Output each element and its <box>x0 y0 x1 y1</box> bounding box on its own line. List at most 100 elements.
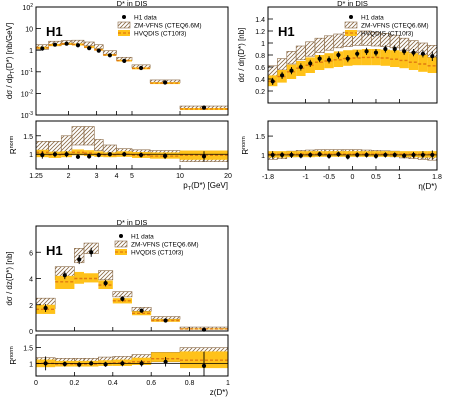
ratio-data-point <box>345 154 350 159</box>
ratio-data-point <box>373 153 379 159</box>
data-point <box>308 61 313 66</box>
y-tick-label: 1.2 <box>255 29 265 36</box>
x-tick-label: 4 <box>115 173 119 180</box>
y-axis-label: dσ / dpT(D*) [nb/GeV] <box>5 23 16 99</box>
x-tick-label: 10 <box>176 173 184 180</box>
legend-data-label: H1 data <box>134 15 157 22</box>
x-tick-label: 20 <box>224 173 232 180</box>
hvqdis-band <box>361 49 372 66</box>
ratio-axis-label-sup: norm <box>241 136 247 149</box>
data-point <box>355 51 360 56</box>
ratio-data-point <box>355 152 360 158</box>
y-tick-exp: -3 <box>29 111 34 117</box>
x-tick-label: 5 <box>130 173 134 180</box>
hvqdis-band <box>314 55 325 70</box>
ratio-plot-frame <box>35 334 229 377</box>
experiment-label: H1 <box>46 24 63 39</box>
ratio-data-point <box>392 152 397 158</box>
y-tick-label: 4 <box>29 277 33 284</box>
y-tick-exp: -1 <box>29 68 34 74</box>
ratio-axis-label-main: R <box>9 359 18 365</box>
y-tick-label: 0.2 <box>255 89 265 96</box>
ratio-zm-vfns-band <box>60 135 73 153</box>
ratio-y-tick-label: 1.5 <box>23 346 33 353</box>
x-axis-label-main: p <box>183 181 188 190</box>
y-axis-label: dσ / dη(D*) [nb] <box>237 28 246 83</box>
ratio-data-point <box>43 361 48 366</box>
data-point <box>430 54 435 59</box>
data-point <box>40 46 45 51</box>
chart-title: D* in DIS <box>337 0 368 8</box>
ratio-data-point <box>201 363 207 369</box>
ratio-data-point <box>120 361 125 366</box>
y-axis-label-rest: (D*) [nb/GeV] <box>5 23 14 71</box>
x-tick-label: 0 <box>34 380 38 387</box>
y-tick-label: 0.6 <box>255 65 265 72</box>
data-point <box>420 51 426 56</box>
y-tick-label: 1 <box>261 41 265 48</box>
zm-vfns-band <box>93 44 104 49</box>
ratio-data-point <box>364 152 369 158</box>
ratio-data-point <box>298 153 303 158</box>
data-point <box>345 56 350 61</box>
data-point <box>75 43 81 48</box>
y-axis-label-main: dσ / dη(D*) [nb] <box>237 28 246 83</box>
x-tick-label: 2 <box>67 173 71 180</box>
y-tick-base: 10 <box>22 5 30 12</box>
y-tick-label: 2 <box>29 303 33 310</box>
data-point <box>201 105 207 110</box>
ratio-axis-label-main: R <box>241 149 250 155</box>
data-point <box>138 65 144 71</box>
data-point <box>317 56 322 61</box>
hvqdis-band <box>390 50 400 67</box>
y-tick-exp: -2 <box>29 89 34 95</box>
ratio-data-point <box>163 359 168 364</box>
legend-zm-label: ZM-VFNS (CTEQ6.6M) <box>131 242 199 249</box>
legend-data-label: H1 data <box>361 15 384 22</box>
x-tick-label: 0.4 <box>108 380 118 387</box>
ratio-data-point <box>201 154 207 159</box>
chart-title: D* in DIS <box>117 218 148 227</box>
ratio-data-point <box>107 152 112 157</box>
ratio-data-point <box>87 154 92 159</box>
y-tick-label: 0.8 <box>255 53 265 60</box>
ratio-data-point <box>289 152 294 158</box>
data-point <box>120 296 125 301</box>
chart-title: D* in DIS <box>117 0 148 8</box>
y-tick-label: 10 <box>25 27 33 34</box>
ratio-y-tick-label: 1.5 <box>23 134 33 141</box>
data-point <box>289 68 294 73</box>
data-point <box>411 50 416 55</box>
legend-zm-label: ZM-VFNS (CTEQ6.6M) <box>134 23 202 30</box>
x-axis-label-main: z(D*) <box>210 388 229 397</box>
ratio-data-point <box>411 152 416 158</box>
data-point <box>336 52 341 58</box>
experiment-label: H1 <box>278 24 295 39</box>
ratio-data-point <box>308 152 313 158</box>
x-tick-label: 1 <box>226 380 230 387</box>
x-axis-label-sub: T <box>188 186 192 192</box>
data-point <box>139 308 144 313</box>
y-tick-label: 0 <box>29 329 33 336</box>
hvqdis-band <box>408 53 419 70</box>
data-point <box>163 318 168 323</box>
zm-vfns-band <box>333 33 344 49</box>
legend-zm-swatch <box>114 240 128 248</box>
legend-data-marker <box>349 15 353 19</box>
panel-eta: 0.2 0.4 0.6 0.8 1 1.2 1.4 D* in DIS H1 H1 dataZM-… <box>237 0 442 191</box>
y-axis-label-main: dσ / dz(D*) [nb] <box>5 251 14 305</box>
ratio-data-point <box>103 362 108 367</box>
zm-vfns-band <box>98 270 114 281</box>
x-axis-label: z(D*) <box>210 388 229 397</box>
data-point <box>364 49 369 54</box>
ratio-data-point <box>326 153 332 159</box>
data-point <box>162 80 168 85</box>
y-tick-label: 0.4 <box>255 77 265 84</box>
legend-data-marker <box>122 15 126 19</box>
hvqdis-band <box>333 51 344 67</box>
data-point <box>87 46 92 51</box>
ratio-data-point <box>75 154 81 159</box>
data-point <box>298 64 303 70</box>
